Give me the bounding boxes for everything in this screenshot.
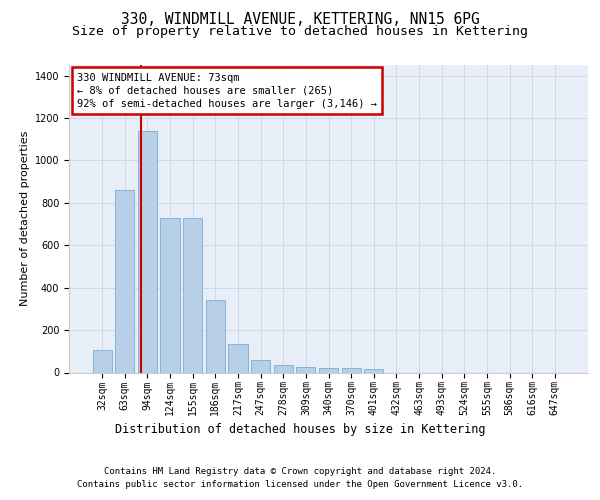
Text: 330 WINDMILL AVENUE: 73sqm
← 8% of detached houses are smaller (265)
92% of semi: 330 WINDMILL AVENUE: 73sqm ← 8% of detac…: [77, 72, 377, 109]
Bar: [115, 190, 134, 372]
Text: Size of property relative to detached houses in Kettering: Size of property relative to detached ho…: [72, 25, 528, 38]
Bar: [296, 367, 316, 372]
Bar: [138, 130, 157, 372]
Bar: [364, 370, 383, 372]
Bar: [251, 360, 270, 372]
Bar: [319, 368, 338, 372]
Text: Contains HM Land Registry data © Crown copyright and database right 2024.: Contains HM Land Registry data © Crown c…: [104, 468, 496, 476]
Bar: [206, 300, 225, 372]
Text: Contains public sector information licensed under the Open Government Licence v3: Contains public sector information licen…: [77, 480, 523, 489]
Bar: [183, 218, 202, 372]
Text: 330, WINDMILL AVENUE, KETTERING, NN15 6PG: 330, WINDMILL AVENUE, KETTERING, NN15 6P…: [121, 12, 479, 28]
Bar: [274, 365, 293, 372]
Bar: [229, 344, 248, 372]
Bar: [160, 218, 180, 372]
Text: Distribution of detached houses by size in Kettering: Distribution of detached houses by size …: [115, 422, 485, 436]
Bar: [341, 368, 361, 372]
Y-axis label: Number of detached properties: Number of detached properties: [20, 131, 31, 306]
Bar: [92, 350, 112, 372]
